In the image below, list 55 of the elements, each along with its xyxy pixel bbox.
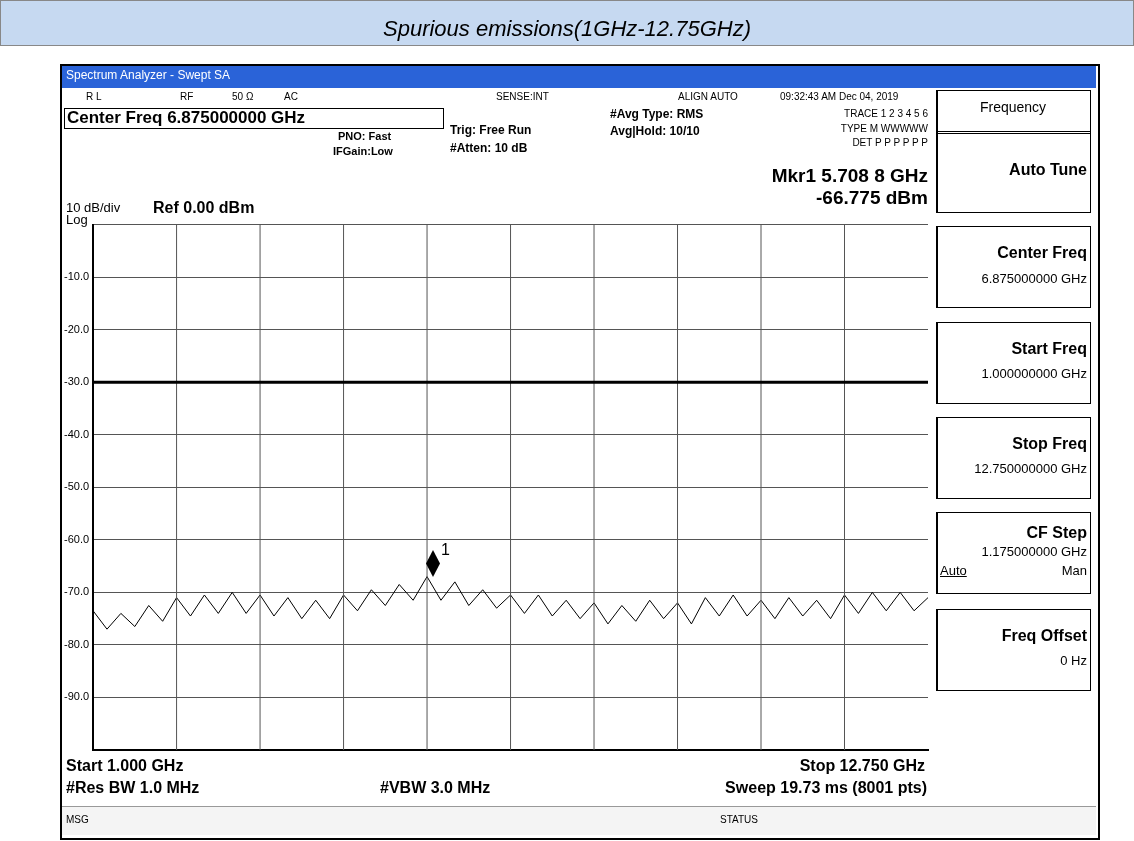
text: TYPE M WWWWW (840, 123, 928, 134)
text: IFGain:Low (333, 145, 393, 158)
text: Ref 0.00 dBm (153, 199, 255, 217)
y-tick-label: -20.0 (63, 322, 90, 335)
text: Avg|Hold: 10/10 (610, 124, 700, 139)
text: 1.000000000 GHz (981, 366, 1087, 382)
text: #Res BW 1.0 MHz (66, 779, 200, 797)
y-tick-label: -40.0 (63, 427, 90, 440)
text: 50 Ω (232, 91, 254, 102)
text: Frequency (979, 99, 1047, 116)
text: RF (180, 91, 194, 102)
text: Start 1.000 GHz (66, 757, 184, 775)
y-tick-label: -60.0 (63, 532, 90, 545)
text: Stop Freq (1012, 435, 1087, 453)
text: Log (66, 212, 88, 228)
y-tick-label: -50.0 (63, 480, 90, 493)
text: 0 Hz (1060, 653, 1087, 669)
y-tick-label: -70.0 (63, 585, 90, 598)
text: #Avg Type: RMS (610, 107, 704, 122)
text: 6.875000000 GHz (981, 271, 1087, 287)
text: Center Freq 6.875000000 GHz (64, 108, 444, 129)
text: Freq Offset (1001, 627, 1087, 645)
text: 10 dB/div (66, 200, 121, 215)
text: 12.750000000 GHz (974, 461, 1087, 477)
text: AC (284, 91, 298, 102)
text: Sweep 19.73 ms (8001 pts) (725, 779, 927, 797)
text: DET P P P P P P (852, 137, 928, 148)
text: #Atten: 10 dB (450, 141, 528, 156)
text: Man (1061, 563, 1087, 579)
text: ALIGN AUTO (678, 91, 738, 102)
chart-title: Spurious emissions(1GHz-12.75GHz) (382, 16, 752, 42)
text: Mkr1 5.708 8 GHz (771, 165, 928, 187)
annotation: 1 (441, 541, 450, 559)
y-tick-label: -80.0 (63, 637, 90, 650)
text: 09:32:43 AM Dec 04, 2019 (780, 91, 899, 102)
text: Auto Tune (1009, 161, 1087, 179)
text: Spectrum Analyzer - Swept SA (66, 68, 231, 83)
text: STATUS (720, 814, 758, 825)
text: #VBW 3.0 MHz (380, 779, 491, 797)
text: SENSE:INT (496, 91, 549, 102)
text: 1.175000000 GHz (981, 544, 1087, 560)
text: CF Step (1026, 524, 1087, 542)
text: Trig: Free Run (450, 123, 532, 138)
text: MSG (66, 814, 89, 825)
text: PNO: Fast (338, 130, 392, 143)
text: -66.775 dBm (816, 187, 928, 209)
text: Start Freq (1011, 340, 1087, 358)
y-tick-label: -90.0 (63, 690, 90, 703)
text: Center Freq (997, 244, 1087, 262)
y-tick-label: -30.0 (63, 375, 90, 388)
y-tick-label: -10.0 (63, 270, 90, 283)
text: R L (86, 91, 102, 102)
text: Auto (940, 563, 967, 579)
text: TRACE 1 2 3 4 5 6 (844, 108, 928, 119)
text: Stop 12.750 GHz (799, 757, 925, 775)
